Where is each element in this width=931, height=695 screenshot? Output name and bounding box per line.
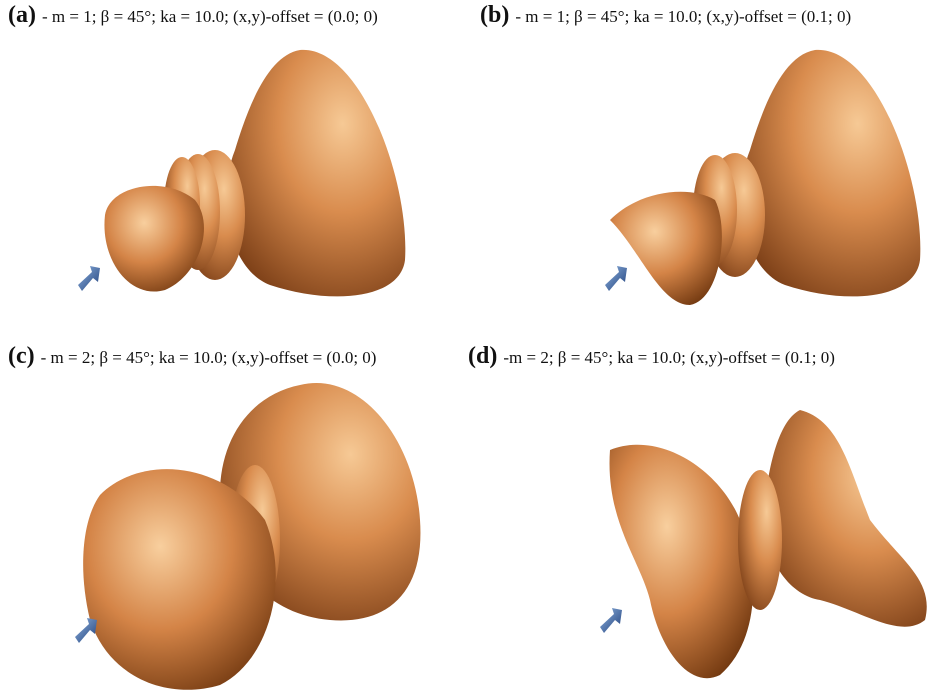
figure: (a) - m = 1; β = 45°; ka = 10.0; (x,y)-of…	[0, 0, 931, 695]
caption-text: - m = 2; β = 45°; ka = 10.0; (x,y)-offse…	[41, 348, 377, 367]
caption-text: - m = 1; β = 45°; ka = 10.0; (x,y)-offse…	[515, 7, 851, 26]
render-d	[600, 410, 927, 678]
caption-a: (a) - m = 1; β = 45°; ka = 10.0; (x,y)-of…	[8, 2, 378, 29]
panel-label: (c)	[8, 343, 35, 369]
caption-d: (d) -m = 2; β = 45°; ka = 10.0; (x,y)-off…	[468, 343, 835, 370]
panel-label: (b)	[480, 2, 509, 28]
render-a	[78, 50, 405, 297]
caption-c: (c) - m = 2; β = 45°; ka = 10.0; (x,y)-of…	[8, 343, 376, 370]
panel-label: (a)	[8, 2, 36, 28]
panel-label: (d)	[468, 343, 497, 369]
render-c	[75, 383, 420, 690]
render-b	[605, 50, 920, 305]
caption-text: - m = 1; β = 45°; ka = 10.0; (x,y)-offse…	[42, 7, 378, 26]
caption-text: -m = 2; β = 45°; ka = 10.0; (x,y)-offset…	[503, 348, 835, 367]
caption-b: (b) - m = 1; β = 45°; ka = 10.0; (x,y)-of…	[480, 2, 851, 29]
